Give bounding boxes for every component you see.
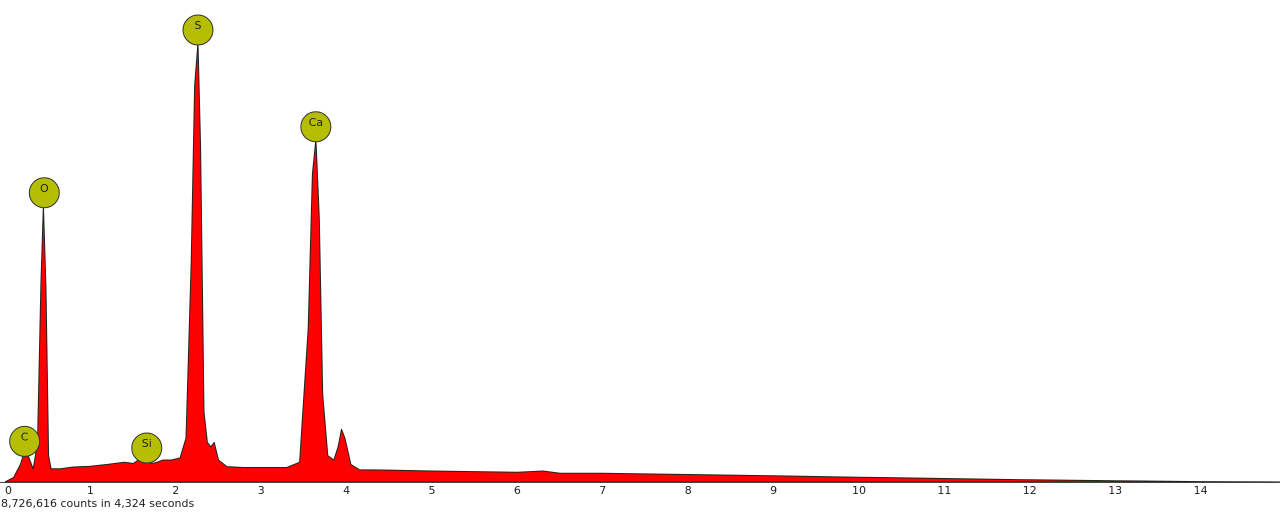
x-tick-label: 14: [1194, 484, 1208, 497]
spectrum-layer: [4, 41, 1280, 483]
x-tick-labels: 0 1 2 3 4 5 6 7 8 9 10 11 12 13 14: [5, 484, 1208, 497]
x-tick-label: 11: [937, 484, 951, 497]
x-tick-label: 10: [852, 484, 866, 497]
acquisition-summary: 8,726,616 counts in 4,324 seconds: [1, 497, 195, 510]
peak-circle: [182, 14, 214, 46]
x-tick-label: 3: [258, 484, 265, 497]
peak-circle: [300, 111, 332, 143]
x-tick-label: 13: [1108, 484, 1122, 497]
x-tick-label: 8: [685, 484, 692, 497]
x-tick-label: 6: [514, 484, 521, 497]
peak-marker-s: S: [182, 14, 214, 46]
peak-label: C: [21, 430, 29, 443]
x-tick-label: 5: [429, 484, 436, 497]
peak-marker-ca: Ca: [300, 111, 332, 143]
x-tick-label: 9: [770, 484, 777, 497]
peak-label: Ca: [309, 116, 323, 129]
peak-circle: [9, 425, 41, 457]
peak-label: O: [40, 182, 49, 195]
peak-label: S: [195, 19, 202, 32]
x-tick-label: 12: [1023, 484, 1037, 497]
peak-marker-c: C: [9, 425, 41, 457]
x-tick-label: 1: [87, 484, 94, 497]
peak-label: Si: [142, 437, 152, 450]
peak-markers: C O Si S Ca: [9, 14, 332, 464]
peak-circle: [131, 432, 163, 464]
x-tick-label: 4: [343, 484, 350, 497]
peak-marker-si: Si: [131, 432, 163, 464]
spectrum-area: [4, 41, 1280, 483]
x-tick-label: 0: [5, 484, 12, 497]
peak-marker-o: O: [28, 177, 60, 209]
peak-circle: [28, 177, 60, 209]
x-tick-label: 2: [172, 484, 179, 497]
x-tick-label: 7: [599, 484, 606, 497]
